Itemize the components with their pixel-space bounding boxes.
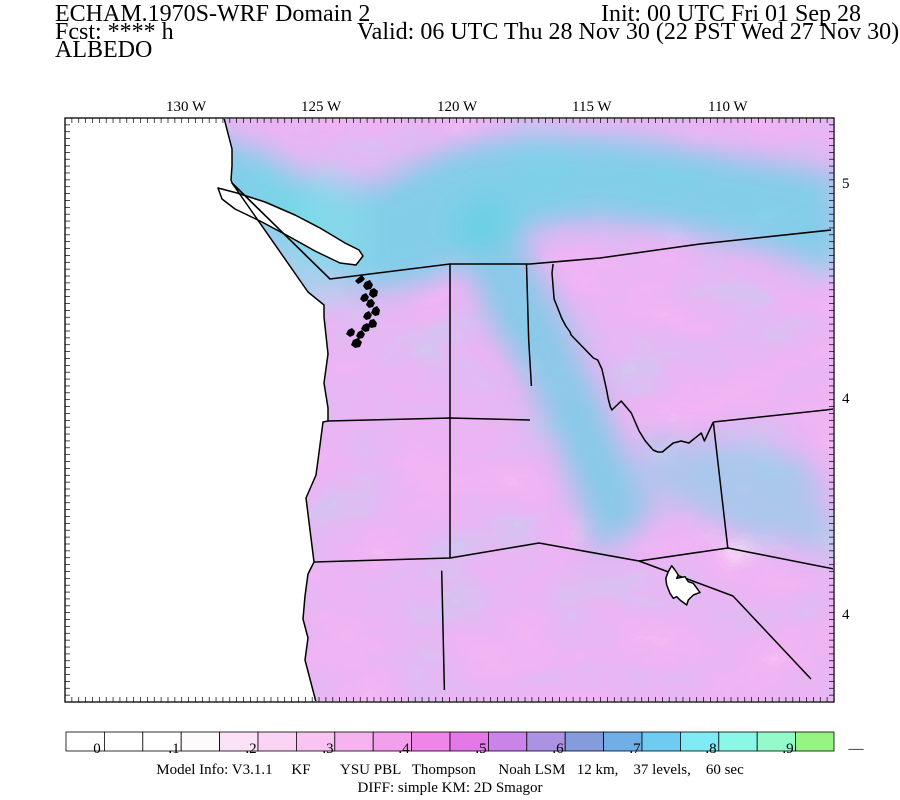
svg-text:.6: .6 [552,741,564,757]
svg-text:.8: .8 [705,741,716,757]
svg-text:.7: .7 [629,741,641,757]
svg-text:.4: .4 [398,741,410,757]
svg-text:DIFF: simple KM: 2D Smagor: DIFF: simple KM: 2D Smagor [357,780,542,796]
svg-text:0: 0 [93,741,101,757]
svg-text:.5: .5 [475,741,486,757]
svg-text:.2: .2 [245,741,256,757]
svg-text:.9: .9 [782,741,793,757]
svg-text:.1: .1 [168,741,179,757]
svg-text:Model Info: V3.1.1 KF: Model Info: V3.1.1 KF YSU PBL Thompson N… [156,762,744,778]
svg-text:—: — [848,741,865,757]
svg-text:.3: .3 [322,741,333,757]
